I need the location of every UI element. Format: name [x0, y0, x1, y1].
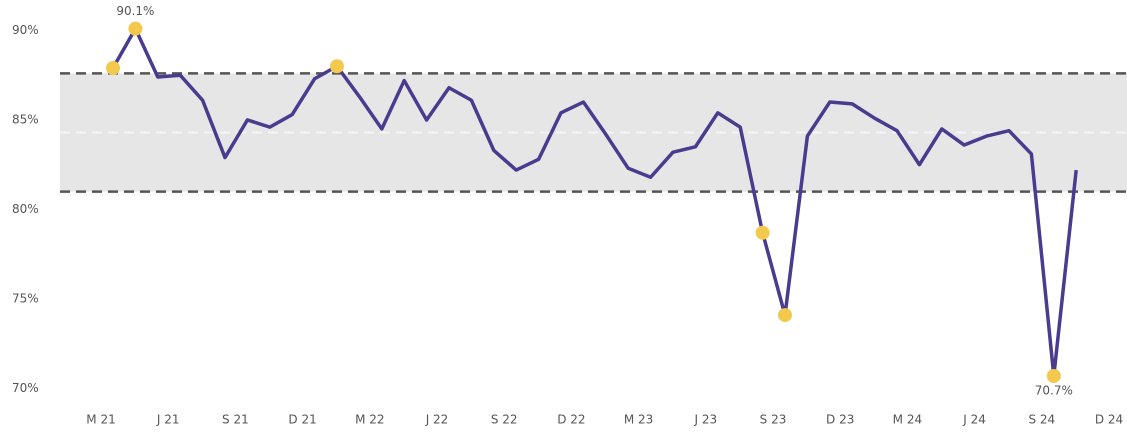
x-tick-label: M 24 — [893, 413, 922, 427]
line — [111, 26, 1078, 378]
x-tick-label: J 23 — [693, 413, 717, 427]
x-tick-label: M 23 — [624, 413, 653, 427]
x-tick-label: S 23 — [760, 413, 787, 427]
outlier-point — [778, 308, 792, 323]
y-tick-label: 80% — [12, 202, 39, 216]
outlier-point — [1046, 368, 1061, 383]
x-tick-label: J 21 — [156, 413, 180, 427]
y-tick-label: 90% — [12, 23, 39, 37]
x-tick-label: D 21 — [288, 413, 316, 427]
x-tick-label: S 21 — [222, 413, 249, 427]
x-tick-label: J 24 — [962, 413, 986, 427]
data-label: 70.7% — [1035, 383, 1073, 397]
x-tick-label: J 22 — [425, 413, 449, 427]
outlier-point — [755, 225, 770, 240]
data-label: 90.1% — [116, 4, 154, 18]
outlier-point — [106, 61, 120, 76]
x-tick-label: S 22 — [491, 413, 518, 427]
y-tick-label: 85% — [12, 112, 39, 126]
x-tick-label: D 23 — [826, 413, 854, 427]
x-tick-label: M 22 — [355, 413, 384, 427]
outlier-point — [330, 59, 344, 74]
x-tick-label: M 21 — [86, 413, 115, 427]
x-tick-label: S 24 — [1028, 413, 1055, 427]
x-tick-label: D 22 — [557, 413, 585, 427]
x-tick-label: D 24 — [1095, 413, 1123, 427]
outlier-point — [128, 21, 143, 36]
y-tick-label: 75% — [12, 291, 39, 305]
y-tick-label: 70% — [12, 381, 39, 395]
